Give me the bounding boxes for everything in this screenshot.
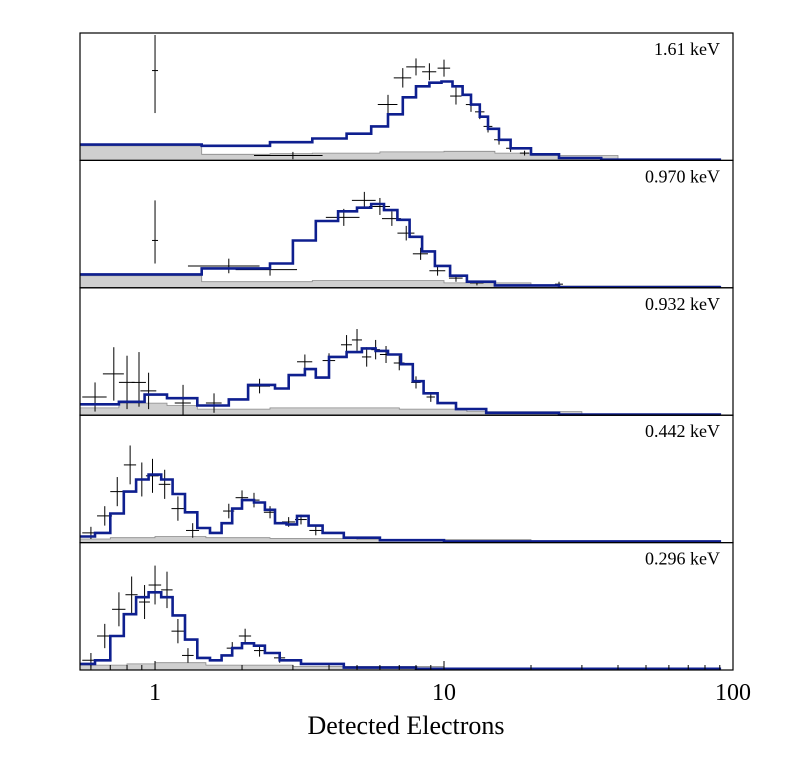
data-point [125, 576, 138, 613]
background-area [79, 145, 721, 161]
data-point [152, 200, 159, 264]
model-line [80, 473, 722, 543]
panel-frame [79, 414, 734, 544]
x-axis: 1 10 100 [90, 661, 751, 706]
panel-4: 0.296 keV [79, 541, 734, 671]
data-point [429, 265, 446, 276]
model-line [80, 202, 722, 289]
data-point [351, 329, 362, 351]
data-point [182, 648, 194, 663]
data-point [161, 571, 173, 609]
panel-frame [79, 541, 734, 671]
x-tick-label: 100 [715, 680, 751, 706]
data-point [140, 372, 157, 410]
panel-3: 0.442 keV [79, 414, 734, 544]
data-point [186, 523, 200, 538]
data-point [171, 496, 185, 521]
data-point [309, 525, 322, 536]
panel-2: 0.932 keV [79, 287, 734, 416]
data-point [450, 87, 462, 105]
data-point [406, 58, 426, 76]
data-point [205, 393, 222, 413]
data-point [238, 628, 252, 644]
panel-1: 0.970 keV [79, 159, 734, 289]
panel-0: 1.61 keV [79, 32, 734, 162]
data-point [174, 384, 191, 416]
data-point [102, 347, 124, 401]
data-point [422, 63, 437, 81]
data-point [393, 68, 412, 88]
data-point [397, 225, 415, 241]
model-line [80, 591, 722, 671]
data-point [138, 585, 150, 620]
x-tick-label: 1 [149, 680, 161, 706]
panel-energy-label: 0.296 keV [645, 549, 720, 569]
data-point [361, 347, 372, 367]
data-point [412, 247, 428, 260]
data-point [148, 565, 162, 605]
data-point [187, 258, 260, 274]
data-point [351, 191, 376, 209]
model-line [80, 80, 722, 161]
x-axis-title: Detected Electrons [307, 711, 504, 740]
data-point [519, 150, 530, 156]
x-tick-label: 10 [432, 680, 456, 706]
panel-energy-label: 0.970 keV [645, 166, 720, 186]
panel-frame [79, 159, 734, 289]
data-point [112, 592, 126, 627]
data-point [158, 469, 171, 499]
data-point [82, 382, 107, 412]
data-point [110, 477, 124, 507]
data-point [297, 354, 313, 370]
data-point [253, 151, 323, 160]
data-point [377, 94, 398, 115]
model-line [80, 347, 722, 416]
panel-energy-label: 0.932 keV [645, 294, 720, 314]
panel-energy-label: 1.61 keV [654, 39, 720, 59]
panel-frame [79, 287, 734, 416]
data-point [131, 352, 146, 407]
data-point [171, 619, 185, 644]
data-point [437, 59, 451, 77]
data-point [123, 445, 137, 485]
panel-energy-label: 0.442 keV [645, 421, 720, 441]
data-point [152, 35, 159, 114]
